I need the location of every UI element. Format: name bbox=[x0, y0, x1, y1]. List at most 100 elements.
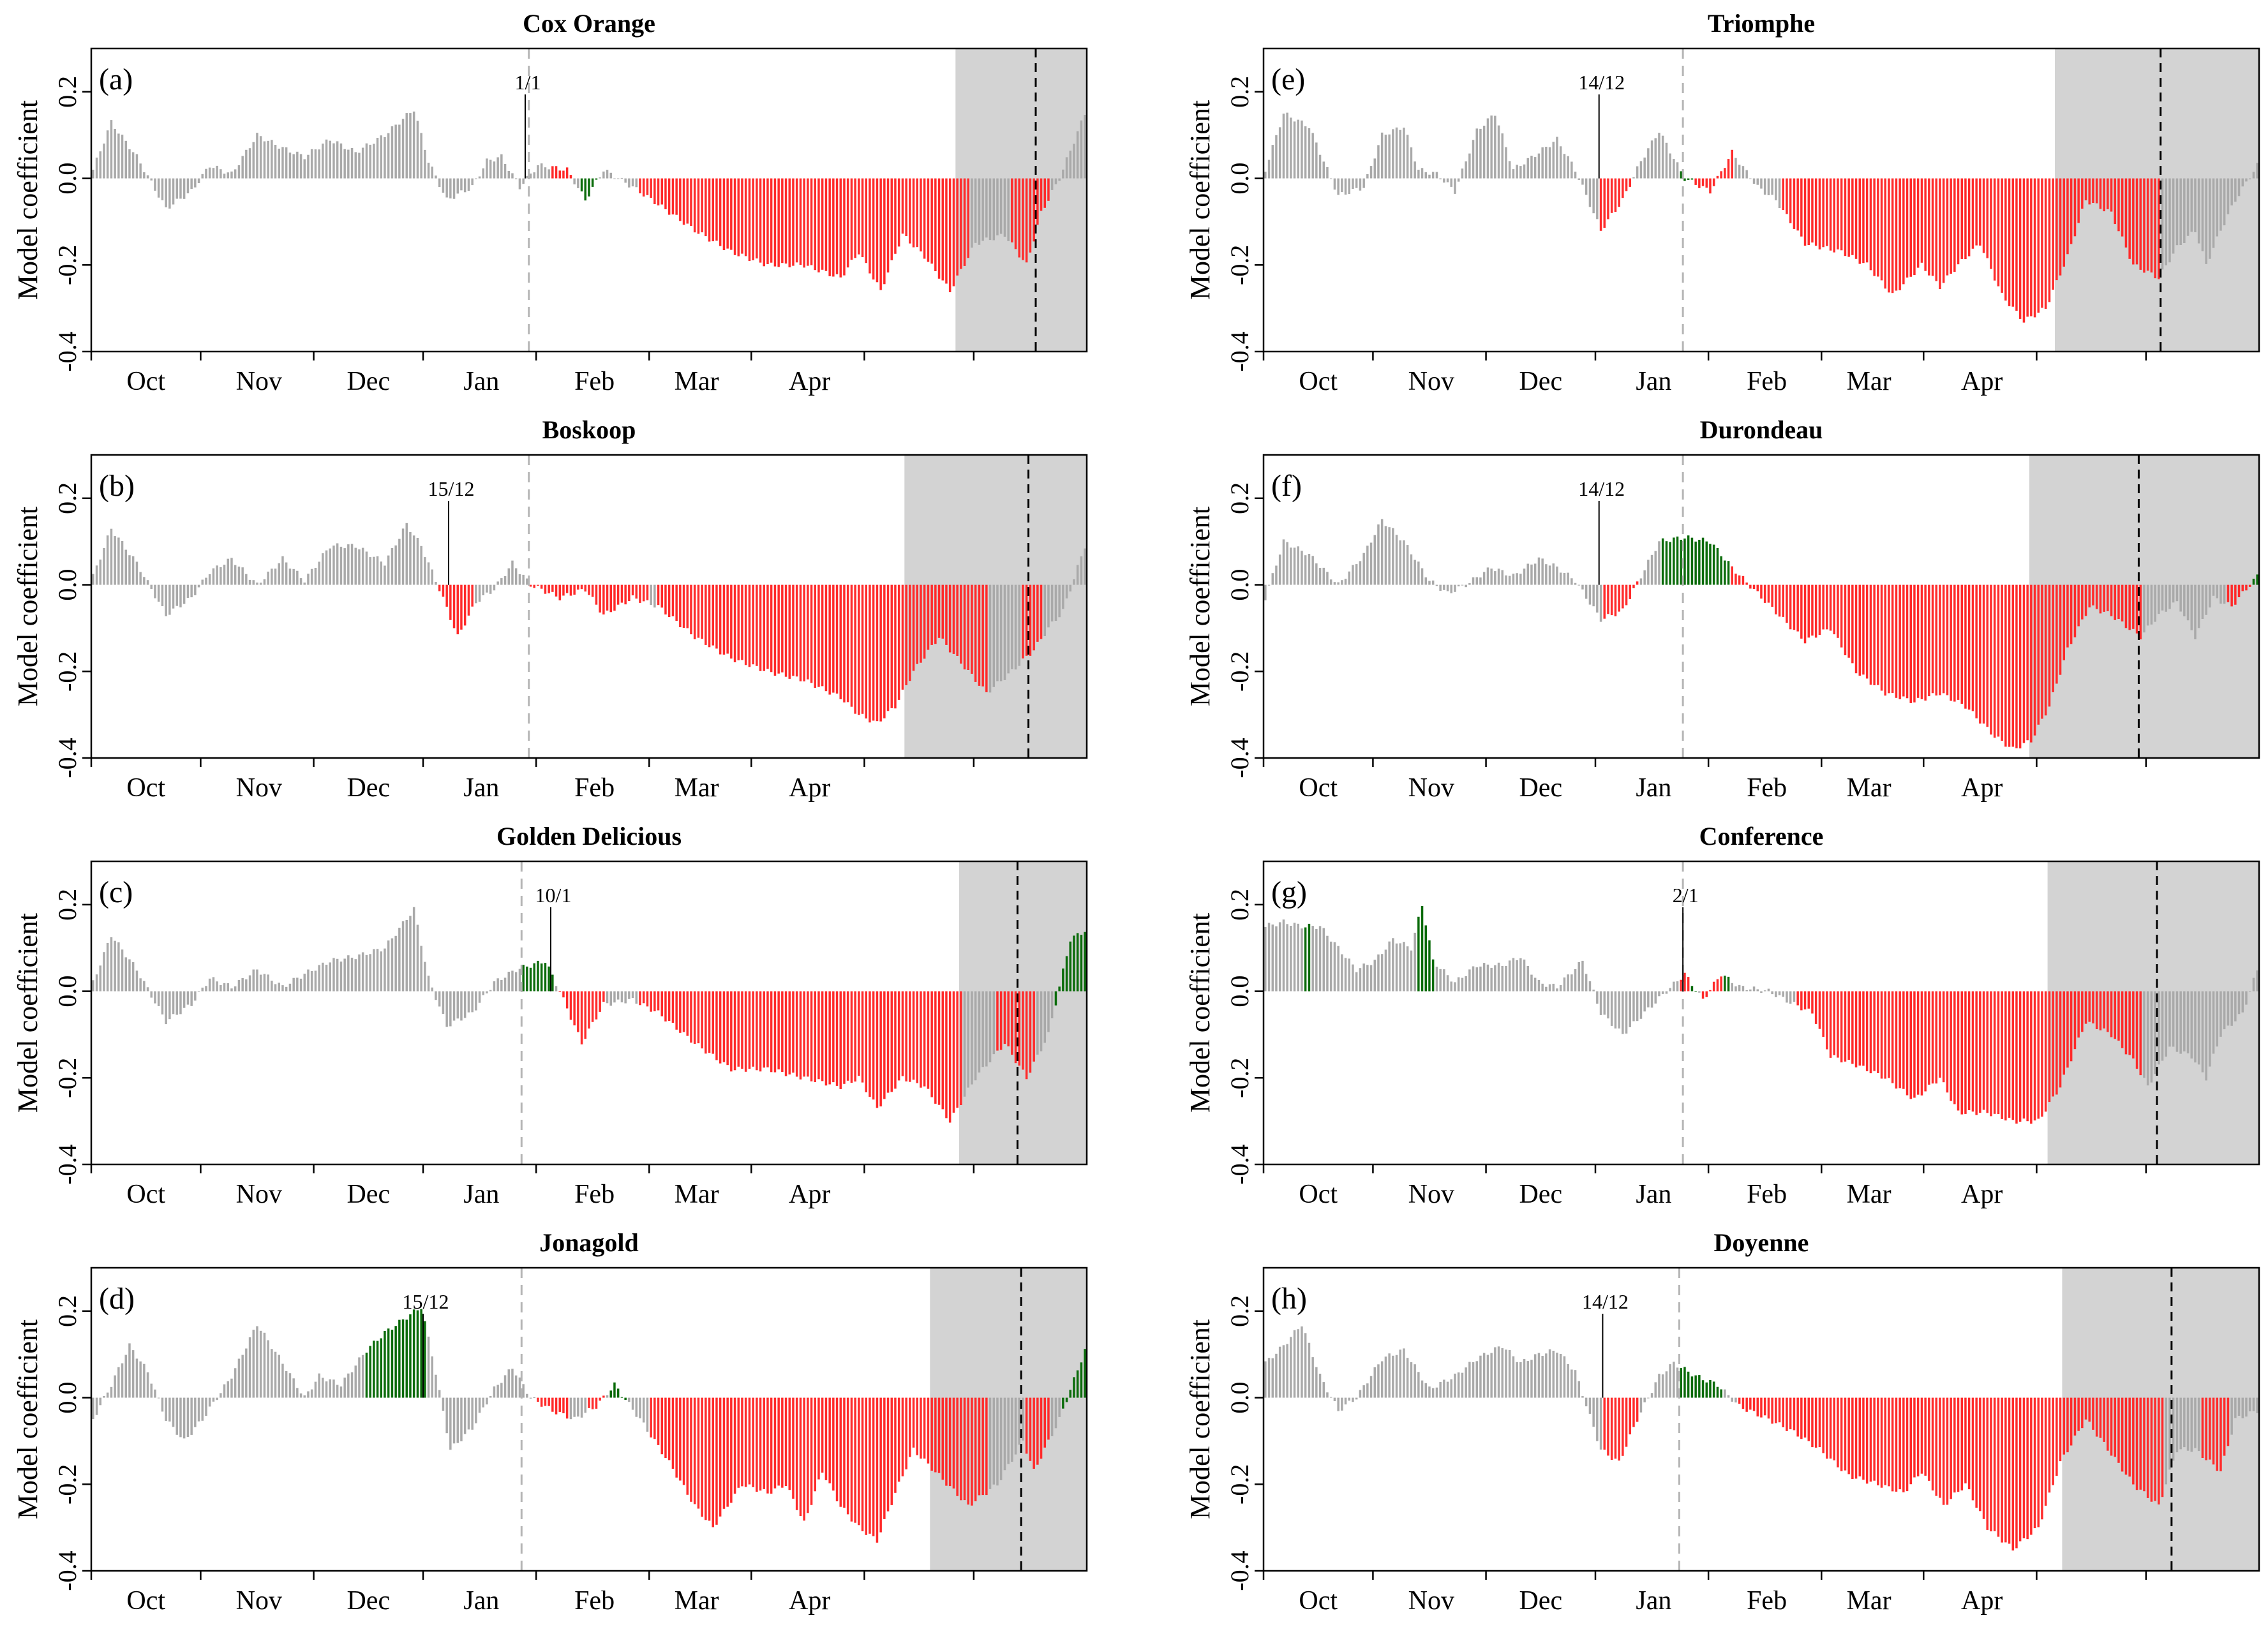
bar bbox=[697, 178, 700, 234]
month-label: Nov bbox=[1408, 1586, 1454, 1616]
bar bbox=[1388, 134, 1391, 179]
bar bbox=[679, 1397, 682, 1481]
bar bbox=[869, 178, 871, 274]
bar bbox=[154, 1389, 156, 1398]
bar bbox=[1359, 561, 1362, 585]
bar bbox=[1490, 568, 1493, 585]
bar bbox=[2175, 178, 2179, 246]
bar bbox=[1414, 161, 1416, 179]
y-tick-label: 0.0 bbox=[1225, 569, 1254, 601]
bar bbox=[1574, 969, 1577, 992]
bar bbox=[354, 959, 357, 992]
bar bbox=[2132, 584, 2135, 629]
bar bbox=[135, 1358, 138, 1398]
bar bbox=[1373, 158, 1376, 179]
bar bbox=[1036, 1397, 1039, 1465]
bar bbox=[143, 1363, 145, 1398]
month-label: Jan bbox=[1636, 367, 1671, 396]
bar bbox=[1040, 178, 1043, 211]
bar bbox=[2154, 991, 2156, 1074]
bar bbox=[1673, 159, 1675, 179]
bar bbox=[438, 1390, 441, 1398]
bar bbox=[788, 991, 791, 1074]
bar bbox=[1622, 178, 1624, 198]
bar bbox=[1431, 172, 1435, 179]
bar bbox=[456, 1397, 459, 1443]
bar bbox=[2088, 178, 2091, 205]
bar bbox=[2103, 584, 2105, 612]
bar bbox=[1563, 154, 1566, 179]
bar bbox=[500, 1383, 503, 1398]
month-label: Apr bbox=[789, 1180, 830, 1209]
y-tick-label: -0.2 bbox=[1225, 651, 1254, 692]
bar bbox=[1417, 916, 1420, 992]
bar bbox=[1559, 146, 1562, 179]
bar bbox=[989, 178, 992, 241]
bar bbox=[679, 584, 682, 627]
bar bbox=[989, 1397, 992, 1489]
month-label: Nov bbox=[236, 1586, 282, 1616]
bar bbox=[1541, 983, 1544, 992]
bar bbox=[1913, 584, 1916, 702]
bar bbox=[2063, 584, 2065, 660]
bar bbox=[2117, 584, 2120, 619]
bar bbox=[923, 991, 926, 1087]
bar bbox=[901, 178, 904, 234]
bar bbox=[143, 981, 145, 992]
plot-frame bbox=[90, 1267, 1088, 1572]
bar bbox=[766, 178, 769, 264]
bar bbox=[1341, 580, 1343, 585]
bar bbox=[230, 558, 233, 585]
bar bbox=[544, 167, 547, 179]
bar bbox=[843, 1397, 846, 1508]
bar bbox=[909, 1397, 911, 1457]
bar bbox=[274, 1351, 277, 1398]
bar bbox=[2139, 1397, 2142, 1490]
bar bbox=[296, 1388, 299, 1398]
bar bbox=[197, 178, 200, 183]
bar bbox=[281, 147, 284, 179]
bar bbox=[1669, 542, 1671, 585]
bar bbox=[701, 584, 703, 639]
bar bbox=[821, 991, 824, 1081]
bar bbox=[1786, 178, 1788, 214]
y-axis-title: Model coefficient bbox=[12, 507, 43, 706]
bar bbox=[1877, 178, 1879, 277]
bar bbox=[858, 178, 860, 255]
bar bbox=[1410, 950, 1413, 992]
bar bbox=[1264, 926, 1267, 992]
bar bbox=[1687, 977, 1690, 992]
bar bbox=[799, 1397, 802, 1516]
bar bbox=[1982, 1397, 1985, 1519]
bar bbox=[1800, 1397, 1803, 1439]
bar bbox=[1318, 926, 1322, 992]
bar bbox=[1865, 991, 1869, 1071]
bar bbox=[1337, 946, 1339, 992]
bar bbox=[1545, 147, 1548, 179]
bar bbox=[971, 991, 973, 1085]
bar bbox=[1895, 991, 1898, 1089]
y-tick-label: 0.0 bbox=[1225, 1382, 1254, 1414]
bar bbox=[1858, 584, 1861, 676]
bar bbox=[1282, 919, 1285, 992]
bar bbox=[1585, 584, 1588, 599]
bar bbox=[2063, 1397, 2065, 1455]
bar bbox=[1614, 584, 1617, 616]
bar bbox=[1928, 584, 1930, 697]
bar bbox=[409, 113, 412, 179]
bar bbox=[591, 178, 594, 187]
bar bbox=[1329, 579, 1332, 585]
bar bbox=[237, 979, 241, 992]
bar bbox=[817, 991, 820, 1080]
bar bbox=[2033, 1397, 2036, 1529]
bar bbox=[1326, 935, 1329, 992]
bar bbox=[2110, 1397, 2113, 1456]
panel-title: Doyenne bbox=[1714, 1228, 1809, 1257]
bar bbox=[1018, 584, 1020, 666]
bar bbox=[1080, 1362, 1083, 1398]
bar bbox=[208, 167, 211, 179]
bar bbox=[588, 584, 590, 595]
bar bbox=[675, 584, 678, 621]
bar bbox=[1833, 584, 1835, 635]
bar bbox=[1862, 584, 1865, 675]
